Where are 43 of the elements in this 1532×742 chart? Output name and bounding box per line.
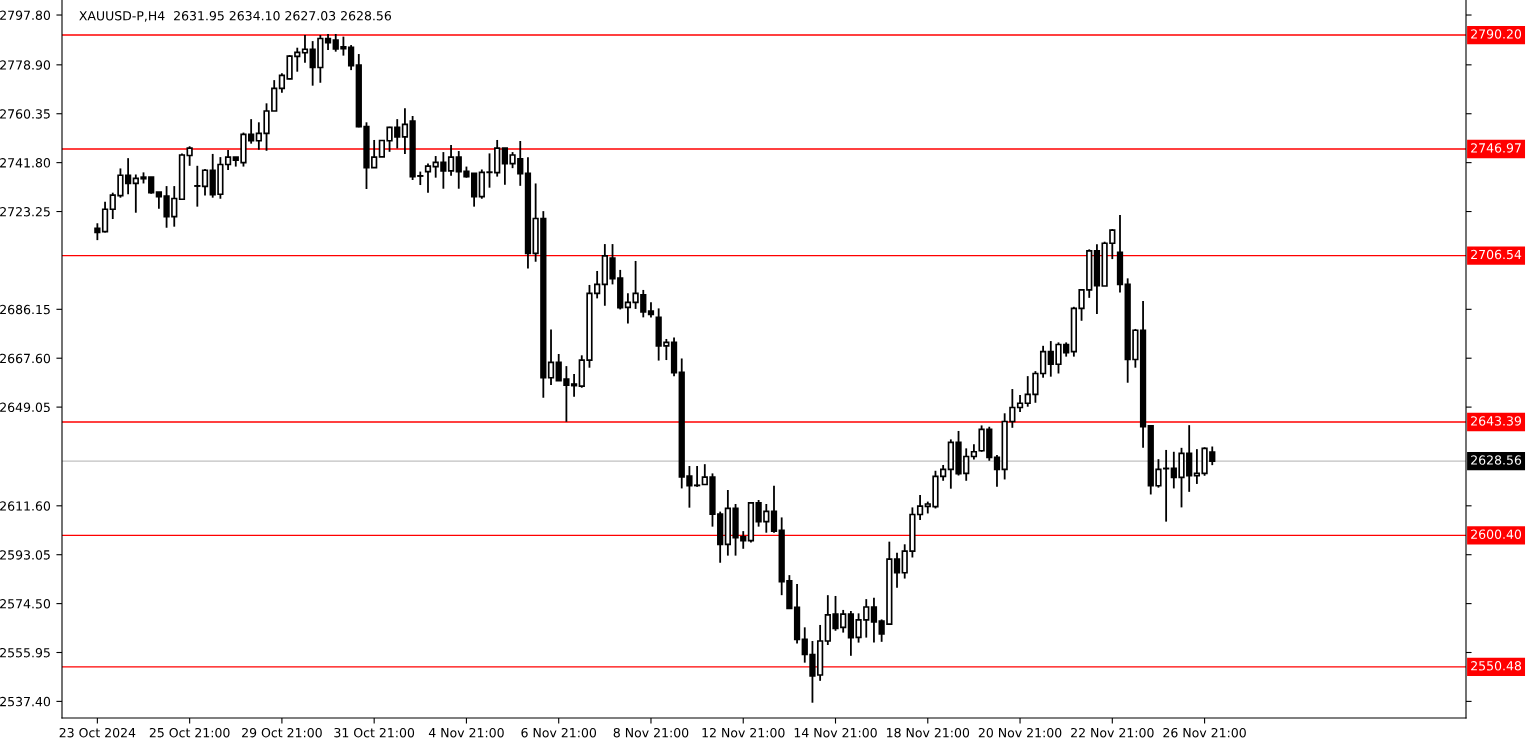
ref-line-label: 2790.20 [1471,29,1522,39]
y-tick-label: 2649.05 [0,402,50,413]
candlestick [201,168,209,197]
x-tick-label: 23 Oct 2024 [59,727,136,738]
y-tick-label: 2723.25 [0,207,50,217]
ref-line-label: 2746.97 [1471,143,1521,153]
x-tick-label: 22 Nov 21:00 [1071,727,1154,738]
candlestick [770,484,778,534]
x-tick-label: 18 Nov 21:00 [887,727,970,738]
ref-line-label: 2600.40 [1471,529,1522,539]
y-tick-label: 2537.40 [0,696,51,707]
x-tick-label: 25 Oct 21:00 [149,727,230,738]
y-tick-label: 2797.80 [0,10,51,20]
y-tick-label: 2593.05 [0,550,50,560]
candlestick [301,34,309,64]
x-tick-label: 6 Nov 21:00 [521,727,597,738]
candlestick [194,164,201,208]
x-tick-label: 4 Nov 21:00 [428,727,504,738]
x-tick-label: 12 Nov 21:00 [702,727,785,738]
y-tick-label: 2760.35 [0,109,50,119]
ref-line-label: 2706.54 [1471,249,1522,260]
x-tick-label: 29 Oct 21:00 [242,727,322,738]
candlestick [870,596,878,644]
x-tick-label: 8 Nov 21:00 [613,727,689,738]
y-tick-label: 2741.80 [0,158,51,168]
text: XAUUSD-P,H4 2631.95 2634.10 2627.03 2628.56 [79,10,392,22]
x-tick-label: 26 Nov 21:00 [1163,727,1246,738]
ref-line-label: 2628.56 [1471,455,1522,465]
ref-line-label: 2550.48 [1471,661,1522,671]
x-tick-label: 20 Nov 21:00 [978,727,1062,738]
x-tick-label: 14 Nov 21:00 [794,727,877,738]
y-tick-label: 2611.60 [0,501,51,511]
y-tick-label: 2778.90 [0,60,51,70]
ref-line-label: 2643.39 [1471,416,1522,426]
y-tick-label: 2555.95 [0,647,50,658]
candlestick [547,328,555,386]
candlestick [893,551,901,589]
y-tick-label: 2574.50 [0,599,51,609]
y-tick-label: 2686.15 [0,304,50,315]
x-tick-label: 31 Oct 21:00 [334,727,415,738]
y-tick-label: 2667.60 [0,353,51,364]
candlestick [993,454,1001,488]
candlestick [424,162,432,194]
